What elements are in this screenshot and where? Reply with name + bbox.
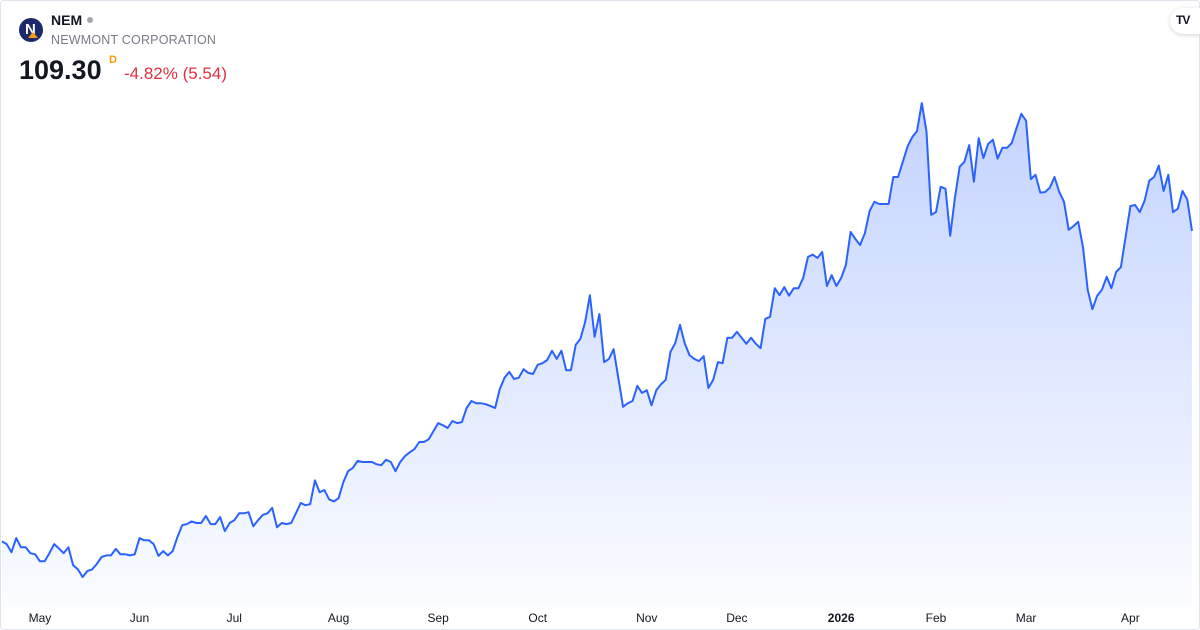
x-tick-label: Apr xyxy=(1121,611,1140,625)
x-tick-label: Sep xyxy=(427,611,449,625)
price-line xyxy=(1,102,1193,578)
tradingview-logo-text: TV xyxy=(1176,13,1190,27)
x-tick-label: 2026 xyxy=(828,611,855,625)
x-axis: May Jun Jul Aug Sep Oct Nov Dec 2026 Feb Mar Apr xyxy=(29,611,1140,625)
x-tick-label: Nov xyxy=(636,611,657,625)
company-name: NEWMONT CORPORATION xyxy=(51,33,217,47)
price-change: -4.82% (5.54) xyxy=(124,64,227,83)
ticker-symbol[interactable]: NEM xyxy=(51,12,83,28)
x-tick-label: Dec xyxy=(726,611,747,625)
x-tick-label: Jul xyxy=(227,611,242,625)
last-price: 109.30 xyxy=(19,55,102,85)
newmont-logo-icon: N xyxy=(19,18,43,42)
x-tick-label: Aug xyxy=(328,611,349,625)
x-tick-label: Feb xyxy=(926,611,947,625)
tradingview-logo-icon[interactable]: TV xyxy=(1170,8,1200,34)
x-tick-label: Jun xyxy=(130,611,149,625)
logo-letter: N xyxy=(25,21,36,38)
market-status-dot-icon xyxy=(87,17,93,23)
interval-badge: D xyxy=(109,54,117,66)
x-tick-label: Mar xyxy=(1016,611,1037,625)
price-area-fill xyxy=(2,103,1192,607)
x-tick-label: Oct xyxy=(528,611,547,625)
x-tick-label: May xyxy=(29,611,52,625)
